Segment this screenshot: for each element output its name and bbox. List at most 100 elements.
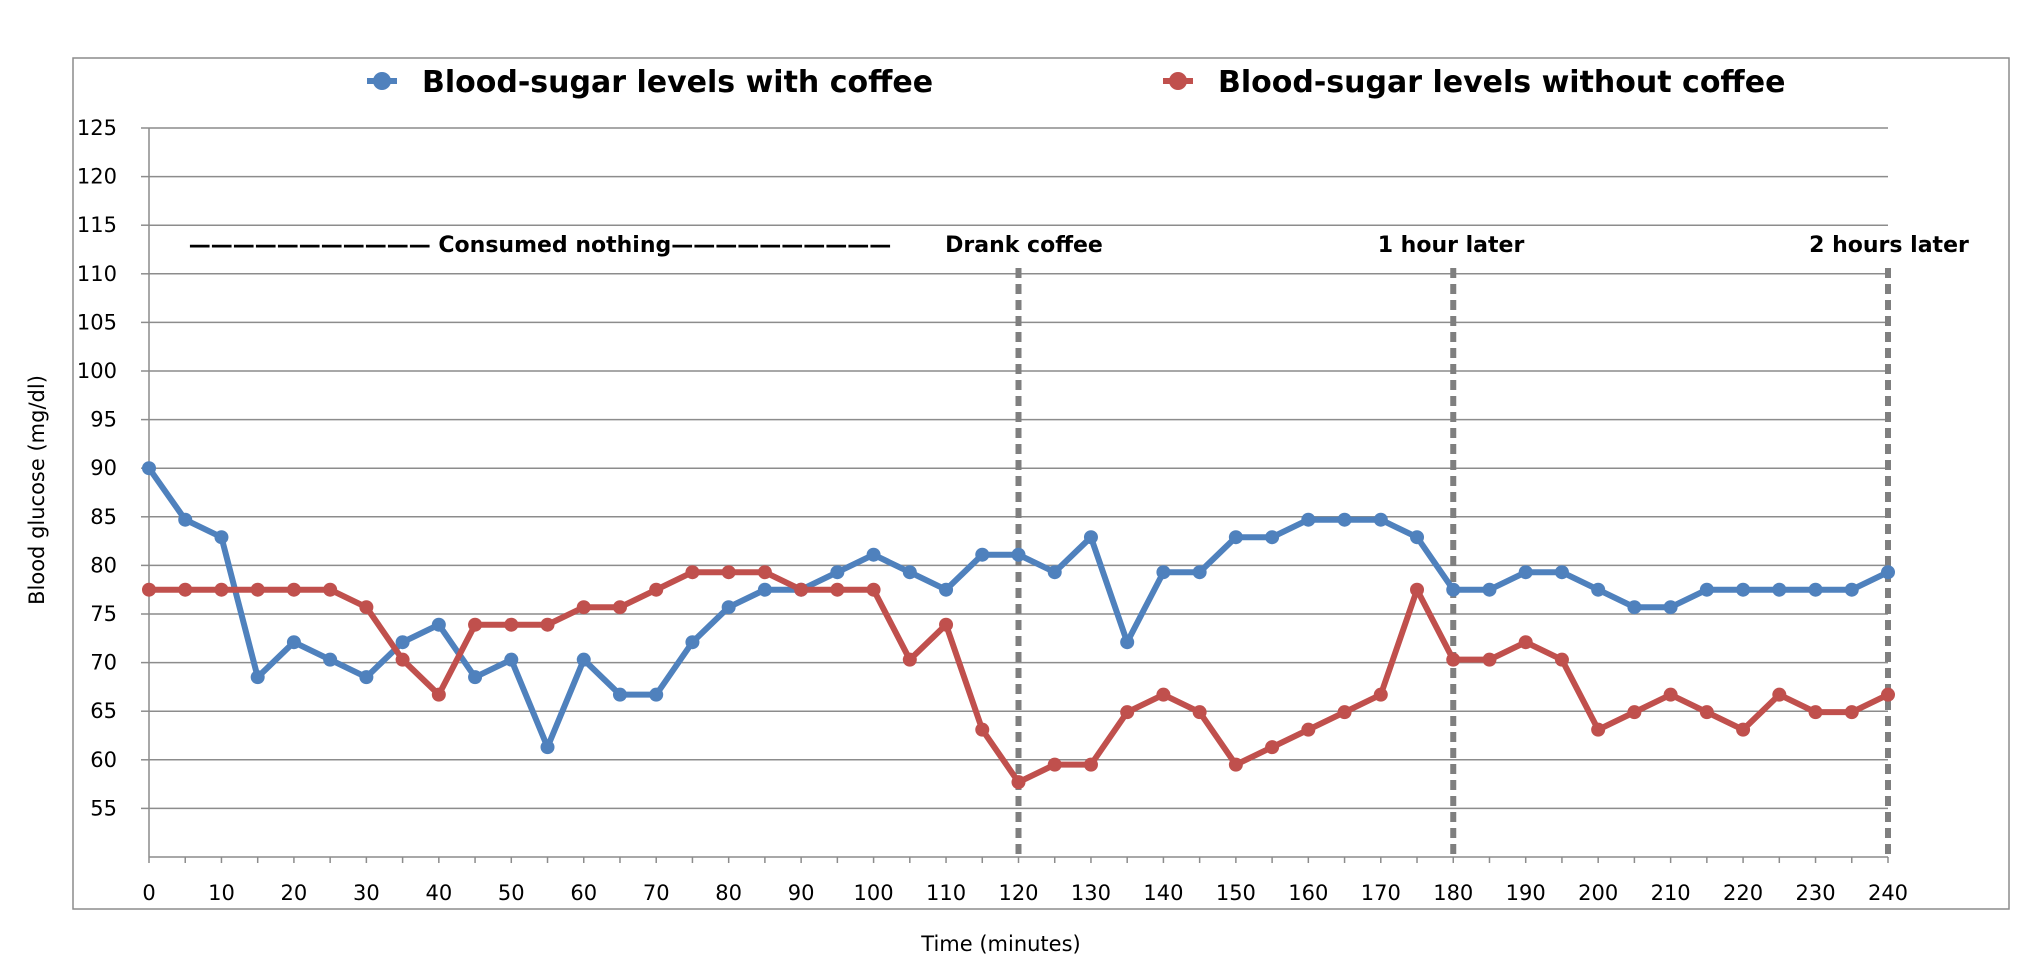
series-1-point-215 <box>1699 705 1714 720</box>
series-1-point-165 <box>1337 705 1352 720</box>
series-0-point-190 <box>1518 565 1533 580</box>
series-1-point-150 <box>1228 757 1243 772</box>
y-axis-title: Blood glucose (mg/dl) <box>25 375 49 605</box>
series-1-point-220 <box>1736 722 1751 737</box>
y-tick-label-105: 105 <box>77 310 117 334</box>
series-0-point-120 <box>1011 547 1026 562</box>
series-0-point-65 <box>612 687 627 702</box>
series-0-point-100 <box>866 547 881 562</box>
series-1-point-235 <box>1844 705 1859 720</box>
series-0-point-110 <box>939 582 954 597</box>
x-tick-label-230: 230 <box>1795 881 1835 905</box>
x-tick-label-180: 180 <box>1433 881 1473 905</box>
series-1-point-175 <box>1410 582 1425 597</box>
y-tick-label-70: 70 <box>90 651 117 675</box>
series-1-point-80 <box>721 565 736 580</box>
y-tick-label-55: 55 <box>90 796 117 820</box>
x-tick-label-130: 130 <box>1071 881 1111 905</box>
series-0-point-80 <box>721 600 736 615</box>
x-tick-label-20: 20 <box>281 881 308 905</box>
event-marker-lines <box>1015 268 1891 857</box>
series-1-point-75 <box>685 565 700 580</box>
y-tick-label-85: 85 <box>90 505 117 529</box>
series-0-point-30 <box>359 670 374 685</box>
series-0-point-170 <box>1373 512 1388 527</box>
series-0-point-135 <box>1120 635 1135 650</box>
series-1-point-185 <box>1482 652 1497 667</box>
series-0-point-195 <box>1554 565 1569 580</box>
series-1-point-70 <box>649 582 664 597</box>
series-1-point-100 <box>866 582 881 597</box>
series-0-point-240 <box>1881 565 1895 580</box>
data-series <box>142 461 1895 790</box>
series-0-point-70 <box>649 687 664 702</box>
series-1-point-190 <box>1518 635 1533 650</box>
y-tick-label-80: 80 <box>90 553 117 577</box>
series-1-point-15 <box>250 582 265 597</box>
series-0-point-150 <box>1228 530 1243 545</box>
series-1-point-35 <box>395 652 410 667</box>
series-1-point-230 <box>1808 705 1823 720</box>
series-0-point-25 <box>323 652 338 667</box>
series-1-point-155 <box>1265 740 1280 755</box>
series-1-point-195 <box>1554 652 1569 667</box>
series-0-point-205 <box>1627 600 1642 615</box>
x-tick-label-40: 40 <box>425 881 452 905</box>
y-tick-label-75: 75 <box>90 602 117 626</box>
series-1-point-95 <box>830 582 845 597</box>
series-1-point-135 <box>1120 705 1135 720</box>
x-tick-label-240: 240 <box>1868 881 1908 905</box>
x-tick-label-150: 150 <box>1216 881 1256 905</box>
series-1-point-90 <box>794 582 809 597</box>
x-tick-label-170: 170 <box>1361 881 1401 905</box>
x-tick-label-60: 60 <box>570 881 597 905</box>
series-0-point-0 <box>142 461 156 476</box>
tick-labels: 55 60 65 70 75 80 85 90 95 100 105 110 115 120 125 0 10 2… <box>77 116 1908 905</box>
series-0-point-75 <box>685 635 700 650</box>
x-tick-label-210: 210 <box>1651 881 1691 905</box>
series-1-point-130 <box>1083 757 1098 772</box>
series-1-point-0 <box>142 582 156 597</box>
series-1-point-40 <box>431 687 446 702</box>
legend-label-with-coffee: Blood-sugar levels with coffee <box>422 65 933 100</box>
annotation-2-hours-later: 2 hours later <box>1809 233 1969 258</box>
y-tick-label-65: 65 <box>90 699 117 723</box>
series-0-point-140 <box>1156 565 1171 580</box>
series-0-point-5 <box>178 512 193 527</box>
series-0-point-95 <box>830 565 845 580</box>
series-0-point-235 <box>1844 582 1859 597</box>
series-0-point-35 <box>395 635 410 650</box>
x-tick-label-160: 160 <box>1288 881 1328 905</box>
series-0-point-15 <box>250 670 265 685</box>
legend: Blood-sugar levels with coffee Blood-sug… <box>367 65 1785 100</box>
series-1-point-65 <box>612 600 627 615</box>
series-0-point-20 <box>286 635 301 650</box>
series-0-point-200 <box>1591 582 1606 597</box>
x-tick-label-70: 70 <box>643 881 670 905</box>
y-tick-label-60: 60 <box>90 748 117 772</box>
x-tick-label-190: 190 <box>1506 881 1546 905</box>
series-1-point-140 <box>1156 687 1171 702</box>
series-0-point-125 <box>1047 565 1062 580</box>
series-1-point-145 <box>1192 705 1207 720</box>
series-0-point-115 <box>975 547 990 562</box>
series-1-point-25 <box>323 582 338 597</box>
annotation-consumed-nothing: ——————————— Consumed nothing—————————— <box>189 233 892 258</box>
y-tick-label-90: 90 <box>90 456 117 480</box>
x-tick-label-50: 50 <box>498 881 525 905</box>
x-tick-label-200: 200 <box>1578 881 1618 905</box>
series-1-point-240 <box>1881 687 1895 702</box>
annotation-drank-coffee: Drank coffee <box>945 233 1103 258</box>
y-tick-label-110: 110 <box>77 262 117 286</box>
series-1-point-10 <box>214 582 229 597</box>
series-0-point-130 <box>1083 530 1098 545</box>
series-1-point-60 <box>576 600 591 615</box>
x-tick-label-220: 220 <box>1723 881 1763 905</box>
series-1-point-5 <box>178 582 193 597</box>
series-0-point-215 <box>1699 582 1714 597</box>
series-1-point-125 <box>1047 757 1062 772</box>
series-1-point-200 <box>1591 722 1606 737</box>
series-1-point-115 <box>975 722 990 737</box>
x-tick-label-140: 140 <box>1143 881 1183 905</box>
series-0-point-40 <box>431 617 446 632</box>
